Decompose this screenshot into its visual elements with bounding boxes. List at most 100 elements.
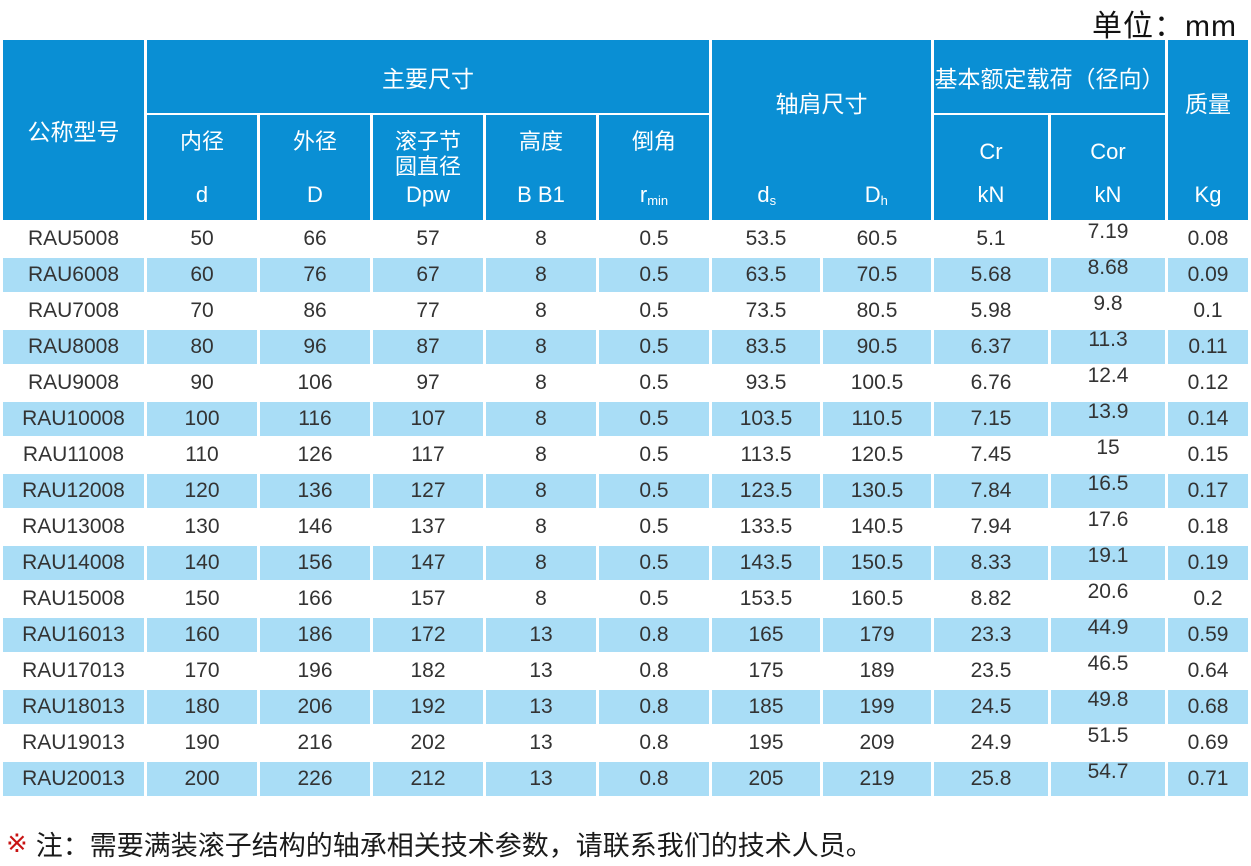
- cell-d-row3: 70: [147, 294, 257, 328]
- cell-Dh-row7: 120.5: [823, 438, 931, 472]
- cell-Cr-row13: 23.5: [934, 654, 1048, 688]
- cell-Cr-row14: 24.5: [934, 690, 1048, 724]
- cell-model-row6: RAU10008: [3, 402, 144, 436]
- cell-Dpw-row5: 97: [373, 366, 483, 400]
- header-mass-unit: Kg: [1194, 182, 1222, 207]
- cell-d-row9: 130: [147, 510, 257, 544]
- header-col-outer-diameter: 外径 D: [260, 115, 370, 220]
- cell-Cor-row15: 51.5: [1051, 724, 1165, 760]
- cell-Cr-row12: 23.3: [934, 618, 1048, 652]
- cell-model-row14: RAU18013: [3, 690, 144, 724]
- cell-d-row2: 60: [147, 258, 257, 292]
- cell-r-min-row1: 0.5: [599, 222, 709, 256]
- cell-Dh-row13: 189: [823, 654, 931, 688]
- cell-Dpw-row9: 137: [373, 510, 483, 544]
- cell-D-row16: 226: [260, 762, 370, 796]
- bearing-spec-table: 公称型号 主要尺寸 轴肩尺寸 ds Dh 基本额定载荷（径向） 质量 Kg 内径…: [3, 40, 1248, 796]
- cell-Cor-row10: 19.1: [1051, 544, 1165, 580]
- cell-mass-row10: 0.19: [1168, 546, 1248, 580]
- cell-model-row2: RAU6008: [3, 258, 144, 292]
- cell-Cr-row6: 7.15: [934, 402, 1048, 436]
- cell-model-row9: RAU13008: [3, 510, 144, 544]
- cell-Cor-row12: 44.9: [1051, 616, 1165, 652]
- cell-ds-row16: 205: [712, 762, 820, 796]
- cell-B-row3: 8: [486, 294, 596, 328]
- cell-model-row3: RAU7008: [3, 294, 144, 328]
- header-main-label: 主要尺寸: [382, 65, 474, 92]
- cell-B-row8: 8: [486, 474, 596, 508]
- cell-model-row15: RAU19013: [3, 726, 144, 760]
- cell-B-row1: 8: [486, 222, 596, 256]
- cell-Cor-row4: 11.3: [1051, 328, 1165, 364]
- cell-Dh-row12: 179: [823, 618, 931, 652]
- cell-D-row8: 136: [260, 474, 370, 508]
- cell-d-row13: 170: [147, 654, 257, 688]
- cell-model-row11: RAU15008: [3, 582, 144, 616]
- cell-ds-row3: 73.5: [712, 294, 820, 328]
- cell-Cr-row8: 7.84: [934, 474, 1048, 508]
- header-group-main-dimensions: 主要尺寸: [147, 40, 709, 113]
- header-mass-label: 质量: [1185, 91, 1231, 117]
- header-model: 公称型号: [3, 40, 144, 220]
- cell-D-row7: 126: [260, 438, 370, 472]
- footnote-text: 注：需要满装滚子结构的轴承相关技术参数，请联系我们的技术人员。: [35, 831, 873, 861]
- cell-d-row10: 140: [147, 546, 257, 580]
- cell-D-row4: 96: [260, 330, 370, 364]
- cell-mass-row2: 0.09: [1168, 258, 1248, 292]
- cell-r-min-row15: 0.8: [599, 726, 709, 760]
- cell-D-row2: 76: [260, 258, 370, 292]
- cell-d-row16: 200: [147, 762, 257, 796]
- cell-ds-row7: 113.5: [712, 438, 820, 472]
- cell-mass-row9: 0.18: [1168, 510, 1248, 544]
- cell-Dpw-row2: 67: [373, 258, 483, 292]
- cell-Dpw-row8: 127: [373, 474, 483, 508]
- cell-mass-row11: 0.2: [1168, 582, 1248, 616]
- cell-Cor-row1: 7.19: [1051, 220, 1165, 256]
- header-group-basic-load-rating: 基本额定载荷（径向）: [934, 40, 1165, 113]
- header-symbol-ds: ds: [757, 182, 777, 208]
- cell-r-min-row6: 0.5: [599, 402, 709, 436]
- cell-Cor-row13: 46.5: [1051, 652, 1165, 688]
- cell-model-row12: RAU16013: [3, 618, 144, 652]
- cell-D-row14: 206: [260, 690, 370, 724]
- cell-B-row5: 8: [486, 366, 596, 400]
- cell-Dh-row16: 219: [823, 762, 931, 796]
- cell-mass-row8: 0.17: [1168, 474, 1248, 508]
- cell-D-row15: 216: [260, 726, 370, 760]
- cell-B-row14: 13: [486, 690, 596, 724]
- cell-model-row1: RAU5008: [3, 222, 144, 256]
- cell-Cr-row4: 6.37: [934, 330, 1048, 364]
- cell-Cr-row3: 5.98: [934, 294, 1048, 328]
- cell-Dh-row14: 199: [823, 690, 931, 724]
- cell-ds-row15: 195: [712, 726, 820, 760]
- cell-B-row16: 13: [486, 762, 596, 796]
- cell-model-row13: RAU17013: [3, 654, 144, 688]
- cell-r-min-row4: 0.5: [599, 330, 709, 364]
- cell-D-row1: 66: [260, 222, 370, 256]
- header-symbol-dh: Dh: [864, 182, 888, 208]
- cell-Cor-row6: 13.9: [1051, 400, 1165, 436]
- cell-B-row12: 13: [486, 618, 596, 652]
- cell-mass-row1: 0.08: [1168, 222, 1248, 256]
- cell-Cor-row9: 17.6: [1051, 508, 1165, 544]
- cell-Dh-row6: 110.5: [823, 402, 931, 436]
- header-col-roller-pitch-diameter: 滚子节 圆直径 Dpw: [373, 115, 483, 220]
- footnote: ※ 注：需要满装滚子结构的轴承相关技术参数，请联系我们的技术人员。: [6, 824, 873, 863]
- cell-ds-row12: 165: [712, 618, 820, 652]
- cell-d-row7: 110: [147, 438, 257, 472]
- cell-d-row4: 80: [147, 330, 257, 364]
- cell-Dpw-row16: 212: [373, 762, 483, 796]
- cell-Cor-row16: 54.7: [1051, 760, 1165, 796]
- cell-d-row8: 120: [147, 474, 257, 508]
- cell-r-min-row2: 0.5: [599, 258, 709, 292]
- cell-model-row10: RAU14008: [3, 546, 144, 580]
- cell-ds-row10: 143.5: [712, 546, 820, 580]
- cell-mass-row7: 0.15: [1168, 438, 1248, 472]
- cell-Cr-row9: 7.94: [934, 510, 1048, 544]
- cell-D-row5: 106: [260, 366, 370, 400]
- cell-mass-row16: 0.71: [1168, 762, 1248, 796]
- cell-r-min-row9: 0.5: [599, 510, 709, 544]
- cell-mass-row14: 0.68: [1168, 690, 1248, 724]
- header-shoulder-symbols: ds Dh: [712, 182, 931, 220]
- cell-D-row3: 86: [260, 294, 370, 328]
